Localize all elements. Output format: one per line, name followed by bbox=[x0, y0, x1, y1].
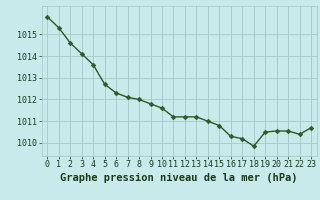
X-axis label: Graphe pression niveau de la mer (hPa): Graphe pression niveau de la mer (hPa) bbox=[60, 173, 298, 183]
